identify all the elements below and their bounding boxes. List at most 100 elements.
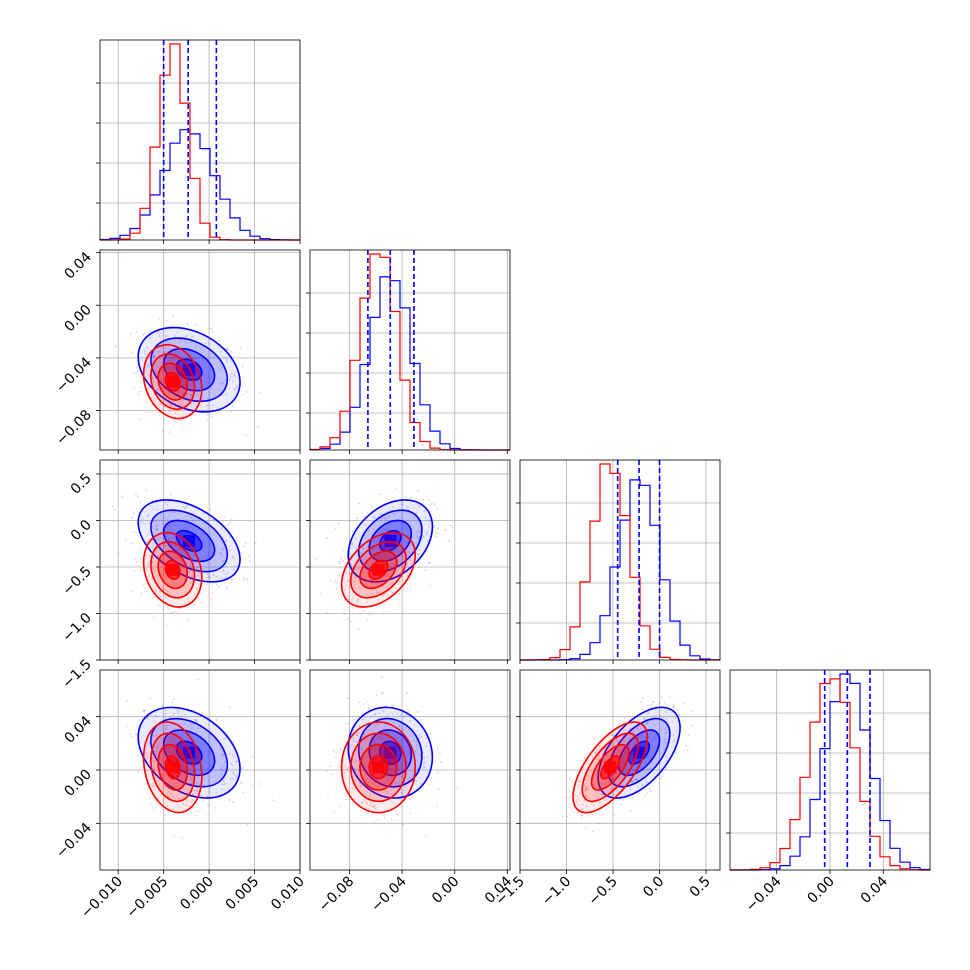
scatter-point: [584, 826, 587, 829]
scatter-point: [631, 781, 634, 784]
scatter-point: [186, 323, 189, 325]
scatter-point: [142, 583, 145, 586]
scatter-point: [353, 718, 355, 721]
scatter-point: [192, 750, 195, 753]
panel-3-1: [306, 669, 511, 874]
panel-3-0: [96, 669, 301, 874]
scatter-point: [140, 759, 143, 762]
scatter-point: [326, 537, 328, 539]
scatter-point: [433, 526, 436, 529]
scatter-point: [347, 758, 350, 761]
scatter-point: [196, 541, 198, 544]
scatter-point: [164, 351, 167, 354]
scatter-point: [229, 350, 232, 353]
scatter-point: [220, 553, 222, 556]
scatter-point: [631, 797, 633, 800]
scatter-point: [241, 365, 244, 368]
scatter-point: [388, 515, 391, 518]
scatter-point: [363, 799, 366, 802]
scatter-point: [648, 762, 651, 765]
scatter-point: [400, 553, 403, 556]
scatter-point: [202, 512, 205, 515]
scatter-point: [199, 571, 202, 574]
scatter-point: [402, 729, 405, 732]
scatter-point: [201, 351, 204, 354]
scatter-point: [426, 549, 428, 552]
scatter-point: [414, 750, 417, 753]
scatter-point: [114, 345, 117, 348]
scatter-point: [162, 351, 165, 353]
scatter-point: [349, 620, 352, 623]
scatter-point: [181, 716, 183, 719]
scatter-point: [649, 790, 652, 793]
scatter-point: [396, 813, 399, 816]
scatter-point: [177, 358, 180, 360]
scatter-point: [426, 532, 428, 534]
scatter-point: [200, 794, 203, 797]
scatter-point: [217, 377, 220, 380]
x-tick-label: −0.04: [743, 873, 785, 915]
scatter-point: [154, 589, 157, 592]
scatter-point: [597, 822, 600, 825]
scatter-point: [182, 405, 184, 407]
scatter-point: [372, 548, 375, 550]
scatter-point: [131, 516, 133, 519]
scatter-point: [625, 729, 628, 732]
scatter-point: [161, 533, 164, 536]
scatter-point: [416, 743, 418, 746]
scatter-point: [183, 723, 186, 725]
scatter-point: [661, 775, 664, 778]
scatter-point: [663, 748, 665, 750]
scatter-point: [201, 409, 204, 412]
scatter-point: [191, 727, 193, 729]
scatter-point: [211, 416, 214, 418]
scatter-point: [352, 737, 354, 740]
scatter-point: [391, 705, 393, 707]
scatter-point: [149, 735, 152, 737]
scatter-point: [240, 781, 243, 784]
scatter-point: [259, 783, 262, 785]
scatter-point: [194, 718, 197, 721]
y-tick-label: 0.0: [68, 517, 95, 544]
scatter-point: [166, 795, 169, 798]
scatter-point: [229, 777, 232, 780]
scatter-point: [345, 584, 348, 587]
scatter-point: [577, 796, 580, 799]
scatter-point: [150, 551, 153, 554]
scatter-point: [436, 805, 439, 808]
scatter-point: [410, 496, 412, 499]
scatter-point: [418, 548, 421, 551]
contour-line: [572, 721, 649, 814]
scatter-point: [365, 802, 368, 805]
scatter-point: [611, 788, 613, 791]
scatter-point: [391, 591, 394, 594]
scatter-point: [196, 786, 198, 789]
scatter-point: [343, 612, 346, 615]
scatter-point: [179, 404, 182, 406]
scatter-point: [673, 706, 675, 709]
scatter-point: [437, 527, 439, 530]
scatter-point: [196, 589, 199, 592]
scatter-point: [173, 735, 175, 737]
scatter-point: [642, 708, 644, 711]
scatter-point: [409, 752, 412, 755]
scatter-point: [664, 768, 667, 770]
scatter-point: [225, 539, 228, 542]
scatter-point: [422, 766, 425, 769]
scatter-point: [187, 730, 190, 733]
scatter-point: [232, 555, 235, 558]
scatter-point: [143, 715, 146, 718]
scatter-point: [161, 704, 164, 707]
scatter-point: [598, 758, 600, 760]
scatter-point: [653, 736, 656, 739]
scatter-point: [401, 564, 404, 567]
scatter-point: [233, 756, 235, 758]
scatter-point: [178, 598, 180, 601]
scatter-point: [347, 766, 350, 769]
scatter-point: [584, 790, 587, 793]
scatter-point: [157, 555, 160, 558]
scatter-point: [185, 504, 188, 507]
scatter-point: [169, 403, 172, 406]
density-peak: [372, 563, 385, 576]
contour-line: [607, 717, 671, 788]
